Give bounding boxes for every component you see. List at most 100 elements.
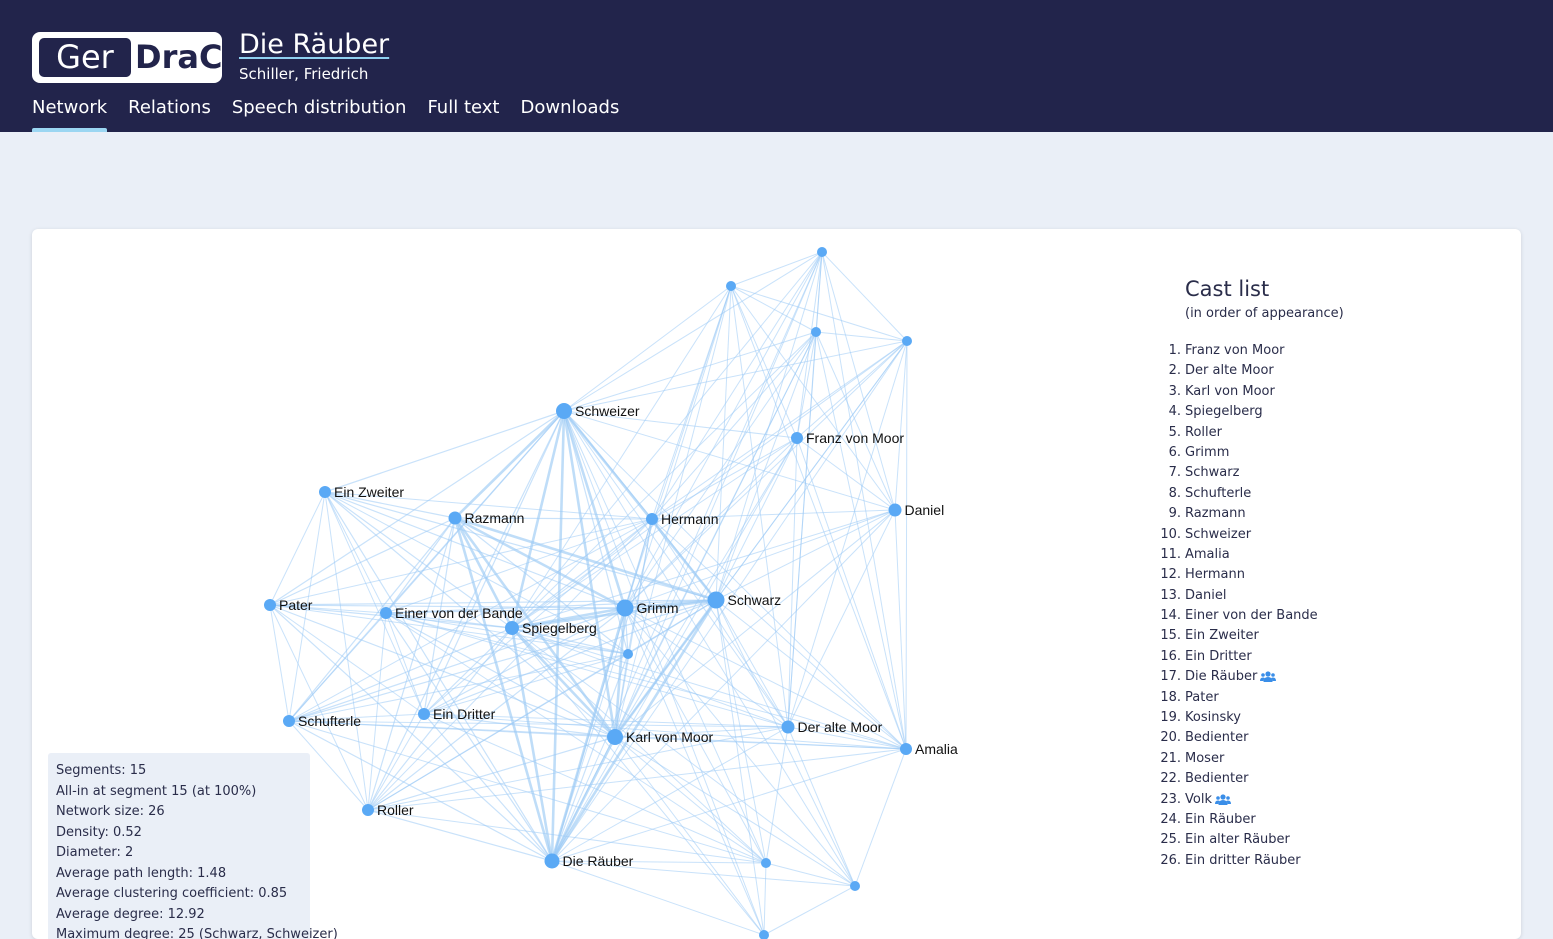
network-edge (367, 612, 387, 811)
network-node-schwarz[interactable] (707, 591, 725, 609)
network-node-u2[interactable] (726, 281, 736, 291)
cast-item-number: 11. (1160, 546, 1181, 562)
network-node-karl[interactable] (607, 729, 623, 745)
network-edge (894, 340, 908, 511)
cast-item-number: 12. (1160, 567, 1181, 583)
network-edge (324, 410, 565, 493)
network-edge (563, 410, 856, 887)
cast-list-item: 15. Ein Zweiter (1160, 626, 1505, 646)
network-node-label: Grimm (637, 600, 679, 616)
cast-list-item: 6. Grimm (1169, 443, 1505, 463)
cast-item-name: Spiegelberg (1185, 404, 1263, 420)
network-node-pater[interactable] (264, 599, 276, 611)
network-edge (614, 736, 765, 936)
network-node-dritter[interactable] (418, 708, 430, 720)
network-edge (453, 517, 617, 738)
network-edge (367, 627, 513, 811)
network-node-hermann[interactable] (646, 513, 658, 525)
network-edge (385, 612, 513, 629)
network-node-u4[interactable] (902, 336, 912, 346)
network-node-spiegelberg[interactable] (505, 621, 519, 635)
network-edge (385, 599, 717, 614)
network-edge (269, 604, 425, 715)
network-node-u5[interactable] (623, 649, 633, 659)
cast-item-number: 18. (1160, 689, 1181, 705)
network-node-altemoor[interactable] (781, 720, 795, 734)
cast-list-item: 11. Amalia (1160, 545, 1505, 565)
network-node-u1[interactable] (817, 247, 827, 257)
network-edge (715, 509, 896, 601)
network-node-u6[interactable] (761, 858, 771, 868)
cast-item-name: Karl von Moor (1185, 383, 1275, 399)
network-edge (511, 627, 789, 728)
network-edge (624, 607, 765, 936)
network-node-label: Schwarz (728, 592, 782, 608)
network-edge (367, 517, 456, 811)
tab-speech-distribution[interactable]: Speech distribution (231, 97, 407, 118)
network-edge (385, 612, 789, 728)
tab-relations[interactable]: Relations (128, 97, 211, 118)
network-node-einer[interactable] (380, 607, 392, 619)
tab-network[interactable]: Network (32, 96, 108, 132)
network-edge (614, 726, 789, 738)
network-edge (511, 627, 765, 936)
play-author: Schiller, Friedrich (239, 65, 369, 83)
network-node-zweiter[interactable] (319, 486, 331, 498)
network-edge (453, 517, 554, 862)
network-edge (614, 251, 823, 738)
network-node-daniel[interactable] (888, 503, 902, 517)
network-edge (367, 736, 616, 811)
network-node-label: Der alte Moor (798, 719, 883, 735)
cast-list-item: 3. Karl von Moor (1169, 382, 1505, 402)
network-edge (288, 720, 907, 750)
network-node-raeuber[interactable] (544, 853, 560, 869)
network-node-label: Ein Dritter (433, 706, 496, 722)
network-node-franz[interactable] (791, 432, 803, 444)
network-node-amalia[interactable] (900, 743, 912, 755)
tab-downloads[interactable]: Downloads (520, 97, 620, 118)
network-node-u7[interactable] (850, 881, 860, 891)
network-node-schweizer[interactable] (556, 403, 572, 419)
network-node-roller[interactable] (362, 804, 374, 816)
network-edge (715, 599, 789, 728)
cast-list-item: 25. Ein alter Räuber (1160, 830, 1505, 850)
network-edge (715, 599, 907, 750)
network-edge (367, 607, 626, 811)
network-node-label: Schweizer (575, 403, 640, 419)
network-edge (815, 331, 908, 342)
tab-full-text[interactable]: Full text (427, 97, 500, 118)
play-title[interactable]: Die Räuber (239, 29, 390, 60)
cast-list-item: 13. Daniel (1160, 586, 1505, 606)
cast-item-number: 22. (1160, 771, 1181, 787)
cast-list-item: 4. Spiegelberg (1169, 402, 1505, 422)
cast-item-name: Amalia (1185, 546, 1230, 562)
network-edge (562, 410, 627, 609)
cast-item-name: Einer von der Bande (1185, 608, 1318, 624)
network-graph[interactable]: Schweizer Franz von Moor Ein Zweiter Razman… (32, 229, 1132, 939)
network-node-razmann[interactable] (448, 511, 462, 525)
network-edge (551, 726, 789, 862)
network-node-u3[interactable] (811, 327, 821, 337)
gerdracor-logo[interactable]: Ger DraCor (32, 32, 260, 83)
network-edge (423, 599, 717, 715)
network-edge (815, 331, 896, 511)
network-node-grimm[interactable] (616, 599, 634, 617)
network-edge (651, 518, 907, 750)
network-edge (269, 517, 456, 606)
network-edge (614, 653, 629, 738)
network-node-schufterle[interactable] (283, 715, 295, 727)
network-edge (423, 713, 553, 862)
cast-list-item: 8. Schufterle (1169, 484, 1505, 504)
network-edge (765, 862, 856, 887)
network-node-label: Schufterle (298, 713, 361, 729)
network-edge (324, 491, 387, 614)
cast-item-number: 24. (1160, 811, 1181, 827)
stat-avg-clustering: Average clustering coefficient: 0.85 (56, 886, 288, 901)
cast-list-item: 18. Pater (1160, 688, 1505, 708)
network-stats-panel: Segments: 15 All-in at segment 15 (at 10… (48, 753, 338, 939)
network-edge (288, 627, 513, 722)
network-edge (269, 410, 565, 606)
network-edge (821, 251, 896, 511)
cast-list-item: 1. Franz von Moor (1169, 341, 1505, 361)
cast-item-number: 15. (1160, 628, 1181, 644)
